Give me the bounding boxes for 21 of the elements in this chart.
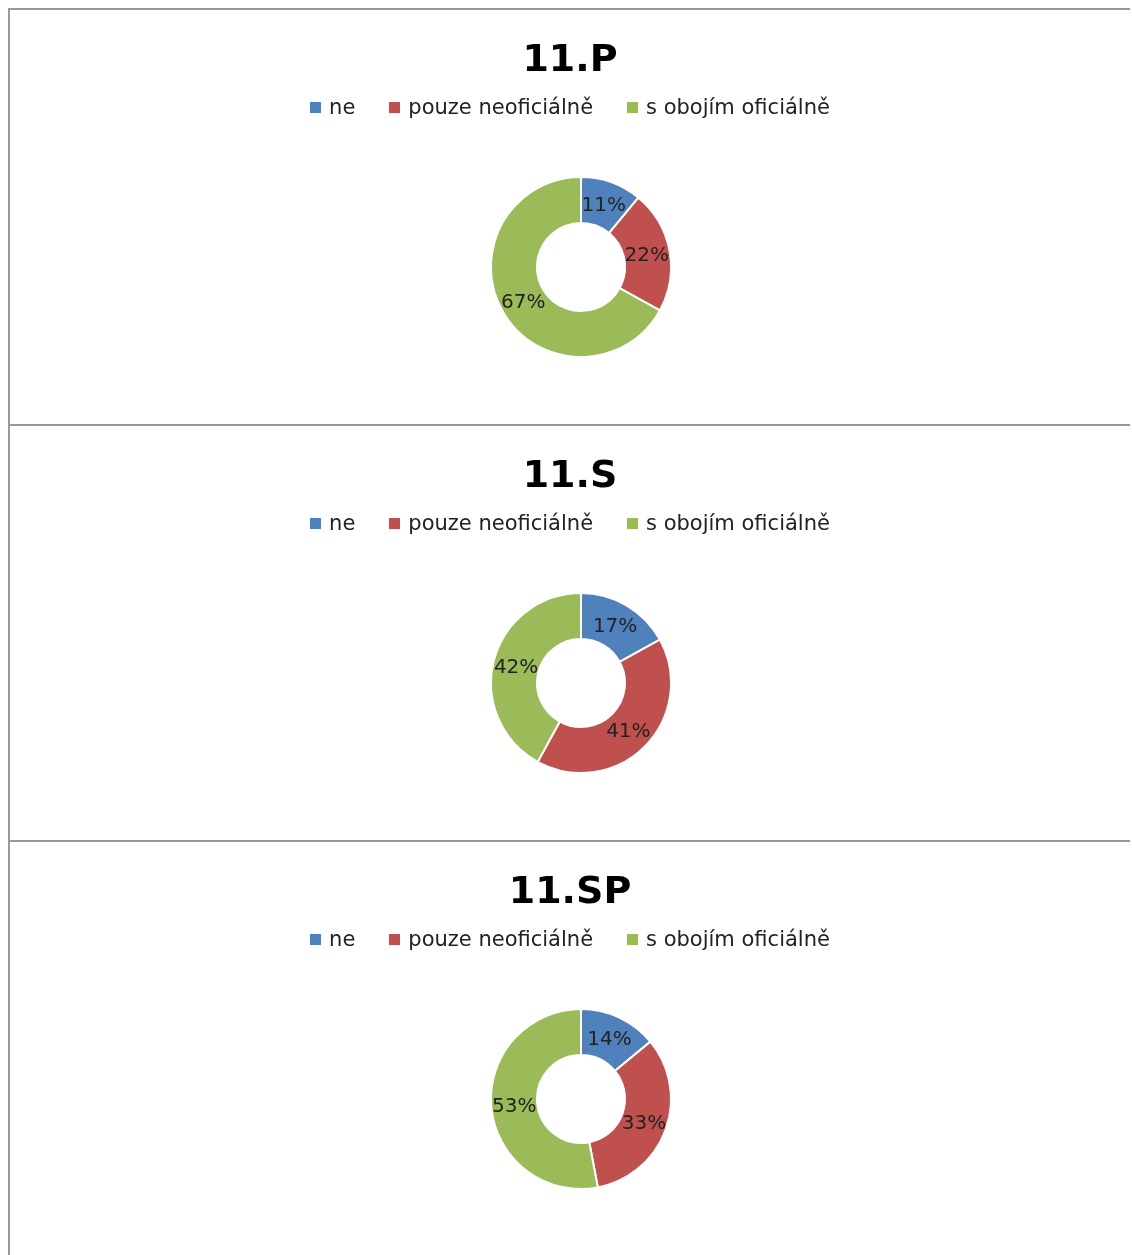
legend-label: s obojím oficiálně	[646, 95, 830, 119]
data-label: 67%	[501, 289, 546, 314]
chart-title: 11.S	[521, 451, 619, 498]
legend-label: pouze neoficiálně	[408, 511, 594, 535]
data-label: 14%	[587, 1026, 632, 1051]
legend-label: s obojím oficiálně	[646, 927, 830, 951]
legend-label: ne	[329, 511, 356, 535]
data-label: 41%	[606, 718, 651, 743]
data-label: 33%	[621, 1109, 667, 1134]
legend-label: ne	[329, 927, 356, 951]
chart-title: 11.P	[521, 35, 619, 82]
data-label: 17%	[592, 613, 638, 638]
data-label: 53%	[492, 1093, 537, 1118]
data-label: 42%	[493, 654, 539, 679]
data-label: 22%	[624, 242, 670, 267]
legend-label: pouze neoficiálně	[408, 95, 594, 119]
data-label: 11%	[581, 191, 626, 216]
legend-label: pouze neoficiálně	[408, 927, 594, 951]
legend-label: ne	[329, 95, 356, 119]
chart-title: 11.SP	[507, 867, 633, 914]
legend-label: s obojím oficiálně	[646, 511, 830, 535]
